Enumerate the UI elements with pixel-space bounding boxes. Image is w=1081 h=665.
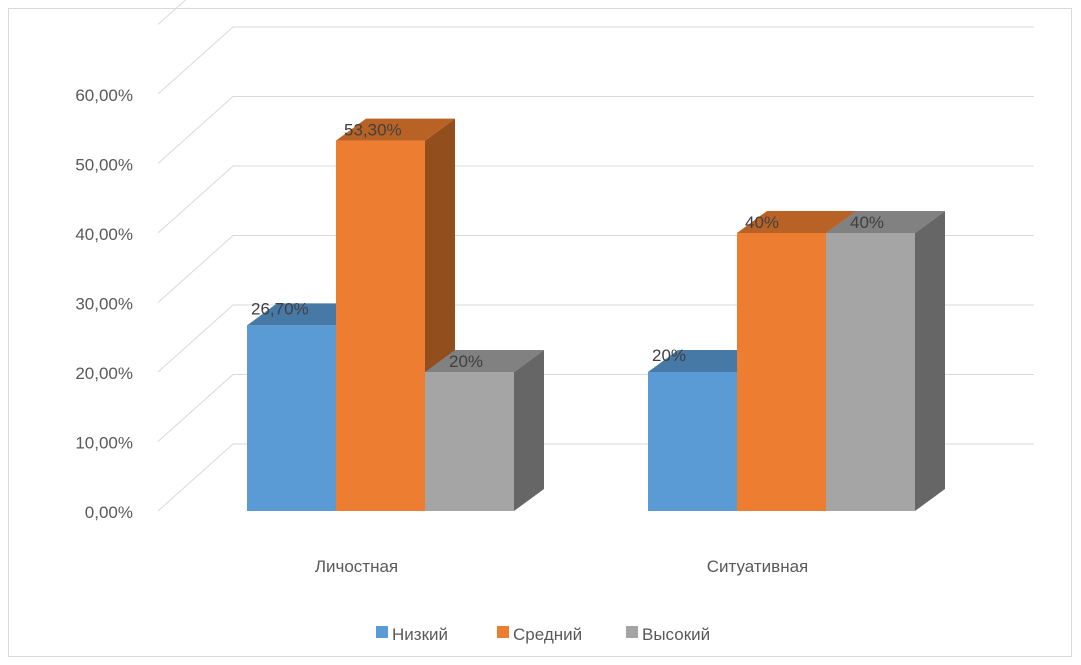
- data-label: 20%: [652, 346, 686, 365]
- bar: [648, 372, 737, 511]
- legend-label: Низкий: [392, 625, 448, 644]
- bar: [737, 233, 826, 511]
- data-label: 53,30%: [344, 121, 402, 140]
- legend-swatch: [497, 626, 509, 638]
- bar: [826, 233, 915, 511]
- data-label: 40%: [850, 213, 884, 232]
- legend: Низкий Средний Высокий: [376, 625, 710, 644]
- legend-swatch: [376, 626, 388, 638]
- data-label: 26,70%: [251, 299, 309, 318]
- data-label: 20%: [449, 352, 483, 371]
- bar: [336, 141, 425, 511]
- gridline: [158, 97, 1034, 164]
- bar: [425, 372, 514, 511]
- bar-side: [915, 211, 945, 511]
- y-tick-label: 60,00%: [75, 86, 133, 105]
- y-tick-label: 0,00%: [85, 503, 133, 522]
- y-axis: 0,00% 10,00% 20,00% 30,00% 40,00% 50,00% 60,00…: [75, 86, 133, 522]
- gridline: [158, 0, 1034, 25]
- bar-side: [514, 350, 544, 511]
- y-tick-label: 20,00%: [75, 364, 133, 383]
- data-label: 40%: [745, 213, 779, 232]
- y-tick-label: 30,00%: [75, 295, 133, 314]
- legend-swatch: [626, 626, 638, 638]
- y-tick-label: 40,00%: [75, 225, 133, 244]
- gridline: [158, 27, 1034, 94]
- legend-label: Высокий: [642, 625, 710, 644]
- legend-label: Средний: [513, 625, 582, 644]
- chart-bars: [247, 119, 945, 511]
- x-category-label: Ситуативная: [707, 557, 809, 576]
- y-tick-label: 10,00%: [75, 434, 133, 453]
- bar: [247, 325, 336, 511]
- x-axis: Личостная Ситуативная: [315, 557, 808, 576]
- y-tick-label: 50,00%: [75, 156, 133, 175]
- x-category-label: Личостная: [315, 557, 398, 576]
